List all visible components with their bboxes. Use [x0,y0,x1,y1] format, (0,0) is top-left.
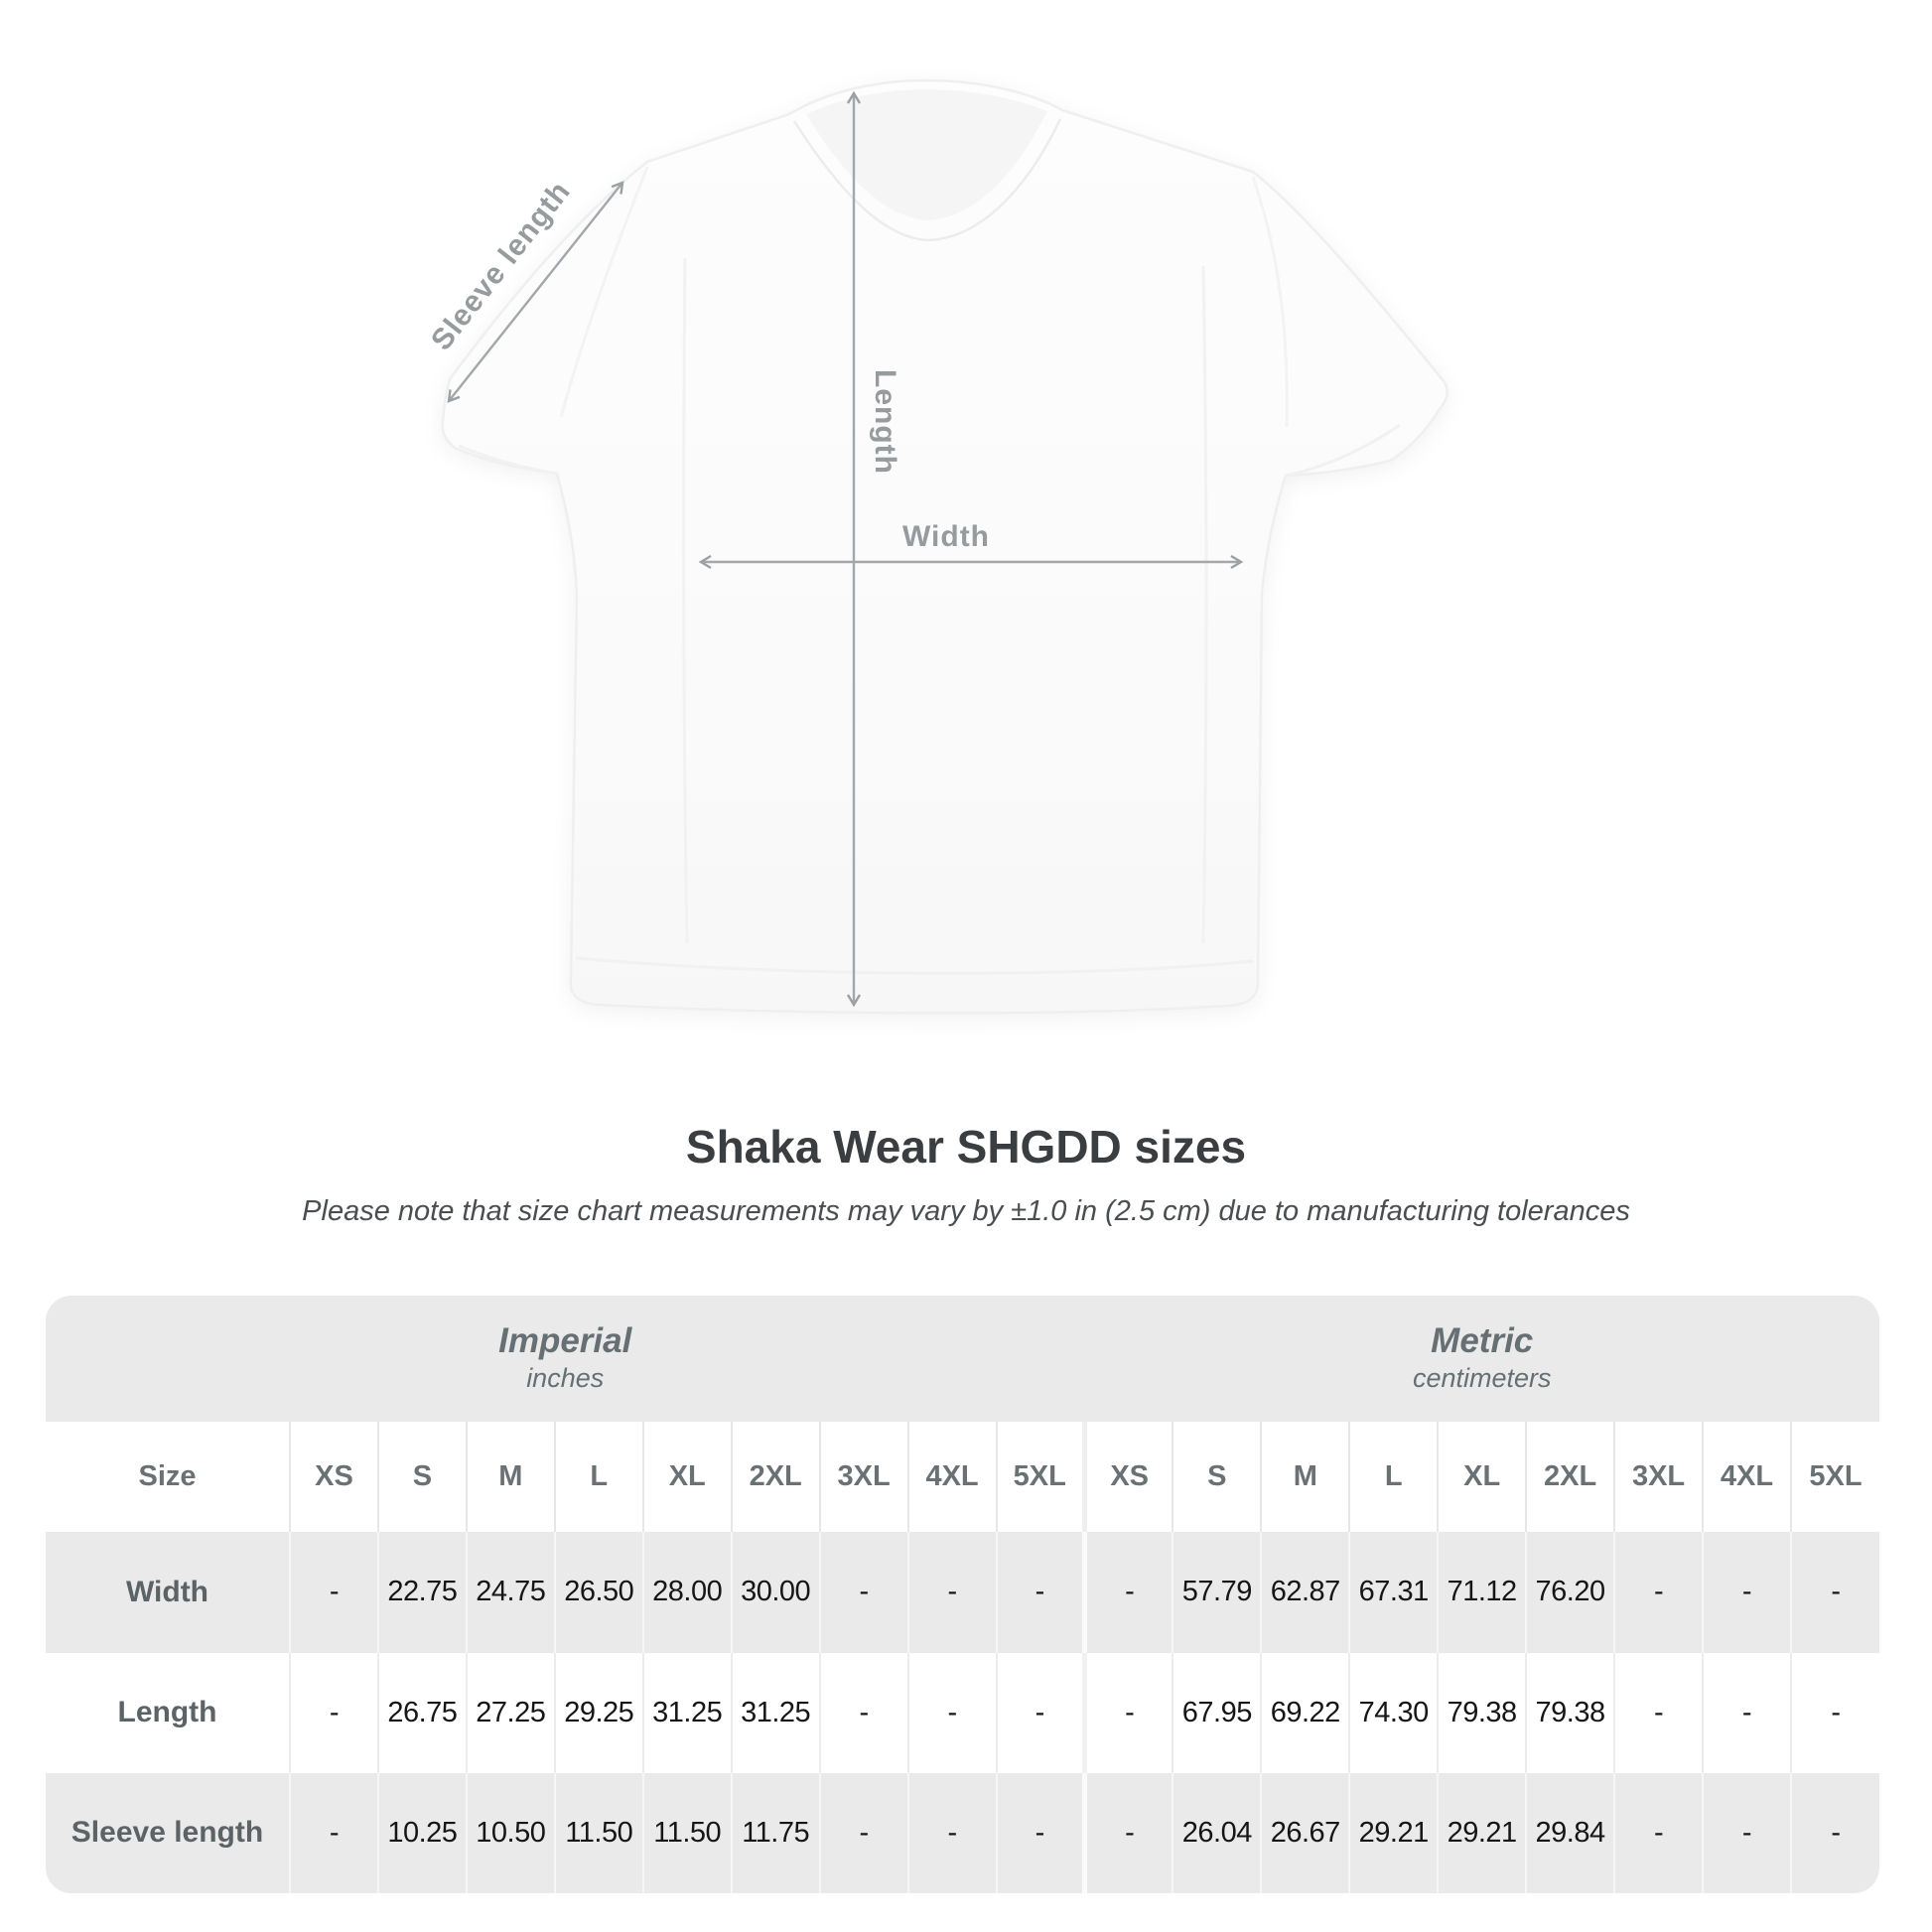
value-cell: 10.25 [376,1772,467,1893]
value-cell: 28.00 [641,1532,732,1653]
size-header: M [465,1422,555,1533]
size-column-header: Size [138,1460,197,1493]
size-header: XL [641,1422,732,1533]
value-cell: - [995,1532,1085,1653]
value-cell: - [289,1772,378,1893]
unit-group-header-row: Imperial inches Metric centimeters [46,1296,1879,1423]
tolerance-note: Please note that size chart measurements… [302,1195,1630,1227]
size-header: L [1348,1422,1439,1533]
value-cell: - [289,1652,378,1773]
tshirt-measurement-figure: Sleeve length Length Width [425,78,1449,1015]
imperial-group-unit: inches [526,1363,605,1394]
size-header: S [376,1422,467,1533]
metric-group-header: Metric centimeters [1084,1296,1879,1423]
size-header: M [1260,1422,1350,1533]
value-cell: 27.25 [465,1652,555,1773]
tshirt-graphic [441,78,1449,1015]
value-cell: - [995,1652,1085,1773]
size-header-row: Size XS S M L XL 2XL 3XL 4XL 5XL XS S M … [46,1422,1879,1533]
table-row-sleeve-length: Sleeve length - 10.25 10.50 11.50 11.50 … [46,1772,1879,1893]
value-cell: 11.75 [730,1772,820,1893]
measurement-arrows [447,90,1244,1008]
size-header: 4XL [1702,1422,1791,1533]
value-cell: 69.22 [1260,1652,1350,1773]
size-header: 5XL [995,1422,1085,1533]
value-cell: - [906,1532,997,1653]
value-cell: - [818,1652,908,1773]
value-cell: 22.75 [376,1532,467,1653]
width-label: Width [901,520,991,553]
value-cell: 62.87 [1260,1532,1350,1653]
value-cell: - [1081,1532,1173,1653]
row-label: Sleeve length [70,1816,264,1850]
size-header: 3XL [1613,1422,1703,1533]
value-cell: - [1789,1652,1879,1773]
value-cell: 79.38 [1525,1652,1615,1773]
metric-group-unit: centimeters [1412,1363,1552,1394]
value-cell: 10.50 [465,1772,555,1893]
value-cell: - [1613,1532,1703,1653]
value-cell: - [1613,1772,1703,1893]
size-chart-table: Imperial inches Metric centimeters Size … [46,1296,1879,1893]
length-label: Length [869,369,901,475]
value-cell: 71.12 [1437,1532,1527,1653]
value-cell: - [1789,1772,1879,1893]
size-header: 2XL [1525,1422,1615,1533]
size-header: XS [1081,1422,1173,1533]
value-cell: 29.84 [1525,1772,1615,1893]
sleeve-length-arrow [447,181,624,403]
value-cell: 11.50 [553,1772,643,1893]
imperial-group-name: Imperial [498,1320,632,1360]
value-cell: - [1081,1652,1173,1773]
imperial-group-header: Imperial inches [46,1296,1085,1423]
value-cell: - [818,1772,908,1893]
value-cell: 67.31 [1348,1532,1439,1653]
size-header: 3XL [818,1422,908,1533]
value-cell: 29.21 [1348,1772,1439,1893]
size-header: XS [289,1422,378,1533]
value-cell: 31.25 [730,1652,820,1773]
size-header: 5XL [1789,1422,1879,1533]
size-header: XL [1437,1422,1527,1533]
value-cell: - [1702,1652,1791,1773]
table-row-width: Width - 22.75 24.75 26.50 28.00 30.00 - … [46,1532,1879,1653]
size-header: S [1172,1422,1262,1533]
value-cell: - [1702,1772,1791,1893]
value-cell: - [1702,1532,1791,1653]
value-cell: 74.30 [1348,1652,1439,1773]
value-cell: 26.04 [1172,1772,1262,1893]
value-cell: 79.38 [1437,1652,1527,1773]
value-cell: 11.50 [641,1772,732,1893]
size-header: L [553,1422,643,1533]
value-cell: - [906,1772,997,1893]
size-header: 4XL [906,1422,997,1533]
value-cell: - [906,1652,997,1773]
value-cell: - [289,1532,378,1653]
row-label: Width [125,1575,209,1608]
value-cell: - [818,1532,908,1653]
value-cell: 26.67 [1260,1772,1350,1893]
value-cell: 30.00 [730,1532,820,1653]
value-cell: 31.25 [641,1652,732,1773]
value-cell: 57.79 [1172,1532,1262,1653]
value-cell: - [1789,1532,1879,1653]
size-header: 2XL [730,1422,820,1533]
value-cell: - [1613,1652,1703,1773]
value-cell: 76.20 [1525,1532,1615,1653]
value-cell: 67.95 [1172,1652,1262,1773]
value-cell: 26.50 [553,1532,643,1653]
table-row-length: Length - 26.75 27.25 29.25 31.25 31.25 -… [46,1652,1879,1773]
row-label: Length [117,1696,217,1729]
value-cell: - [1081,1772,1173,1893]
value-cell: 26.75 [376,1652,467,1773]
value-cell: 29.21 [1437,1772,1527,1893]
value-cell: 24.75 [465,1532,555,1653]
value-cell: 29.25 [553,1652,643,1773]
value-cell: - [995,1772,1085,1893]
page-title: Shaka Wear SHGDD sizes [685,1121,1247,1173]
metric-group-name: Metric [1431,1320,1534,1360]
